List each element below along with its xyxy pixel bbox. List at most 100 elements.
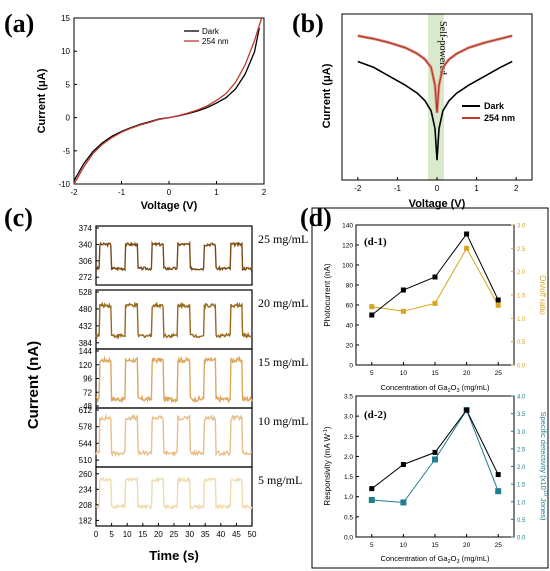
panel-a-xtick-label: -2	[70, 188, 78, 197]
panel-d1-right-ticks: 0.0 0.5 1.0 1.5 2.0 2.5 3.0	[511, 224, 526, 370]
panel-d1-ytick-right-label: 1.5	[517, 294, 526, 300]
panel-d2-ytick-right-label: 2.0	[517, 465, 526, 471]
panel-d2-ytick-left-label: 0.5	[344, 514, 353, 521]
panel-d1-ytick-right-label: 2.0	[517, 270, 526, 276]
panel-d1-ytick-right-label: 2.5	[517, 247, 526, 253]
panel-d2-right-point	[400, 499, 407, 506]
panel-d2-ytick-right-label: 4.0	[517, 395, 526, 401]
panel-d2-left-point	[400, 461, 406, 467]
panel-c-series-line	[95, 301, 253, 340]
panel-d2-left-ticks: 0.0 0.5 1.0 1.5 2.0 2.5 3.0 3.5	[344, 394, 359, 542]
panel-c-strip-label: 15 mg/mL	[258, 355, 308, 369]
panel-c-xtick-label: 25	[170, 530, 179, 539]
panel-d1-xlabel-sub2: 3	[456, 388, 459, 394]
panel-a-legend-254: 254 nm	[202, 37, 229, 46]
panel-c-strips: 272 306 340 374 25 mg/mL 384 432 480 528 20 mg/mL…	[79, 224, 308, 527]
panel-b-xtick-label: 2	[514, 184, 519, 193]
panel-d2-label: (d-2)	[364, 409, 387, 421]
panel-d1-right-point	[464, 245, 470, 251]
panel-d2-ytick-left-label: 0.0	[344, 535, 353, 542]
panel-a-ytick-label: -10	[58, 180, 70, 189]
panel-d1-xtick-label: 20	[463, 370, 471, 377]
panel-c-ylabel: Current (nA)	[25, 341, 42, 429]
panel-a-xlabel: Voltage (V)	[141, 200, 198, 212]
panel-a-xtick-label: 1	[214, 188, 219, 197]
panel-d2-ytick-right-label: 1.0	[517, 500, 526, 506]
panel-c-strip-label: 20 mg/mL	[258, 296, 308, 310]
panel-c-strip-frame	[95, 466, 253, 527]
panel-d1-ytick-left-label: 120	[342, 243, 353, 250]
panel-d1-xtick-label: 10	[400, 370, 408, 377]
panel-a-xtick-label: 0	[167, 188, 172, 197]
panel-d1-ytick-right-label: 3.0	[517, 224, 526, 230]
panel-b-xtick-label: -1	[394, 184, 402, 193]
panel-c-ytick-label: 234	[79, 485, 93, 494]
panel-c-ytick-label: 374	[79, 224, 93, 233]
panel-d1-right-point	[432, 300, 438, 306]
panel-c-x-ticks: 0 5 10 15 20 25 30 35 40 45 50	[94, 523, 257, 539]
panel-d-label: (d)	[300, 203, 332, 232]
panel-a-x-ticks: -2 -1 0 1 2	[70, 181, 267, 197]
panel-c-ytick-label: 144	[79, 347, 93, 356]
panel-d2-ytick-left-label: 3.5	[344, 394, 353, 401]
panel-c-xtick-label: 0	[94, 530, 99, 539]
panel-d2-right-ticks: 0.0 0.5 1.0 1.5 2.0 2.5 3.0 3.5 4.0	[511, 395, 526, 542]
panel-d1-ytick-left-label: 140	[342, 223, 353, 230]
panel-c-xtick-label: 10	[123, 530, 132, 539]
panel-c-ytick-label: 544	[79, 439, 93, 448]
panel-d2-x-ticks: 5 10 15 20 25	[370, 534, 502, 549]
panel-d-border	[311, 207, 549, 569]
panel-d1-xlabel-a: Concentration of Ga	[380, 383, 448, 392]
panel-d1-ytick-left-label: 100	[342, 263, 353, 270]
panel-d2-ytick-right-label: 3.0	[517, 430, 526, 436]
panel-c-ytick-label: 432	[79, 322, 93, 331]
panel-d1-left-point	[495, 297, 501, 303]
panel-c-strip-frame	[95, 289, 253, 350]
panel-d2-ylabel-right-sup: 10	[542, 490, 548, 496]
panel-c-strip-frame	[95, 407, 253, 468]
panel-c-ytick-label: 384	[79, 339, 93, 348]
panel-d2-ytick-right-label: 0.5	[517, 518, 526, 524]
panel-d2-ytick-left-label: 3.0	[344, 414, 353, 421]
panel-a-ytick-label: 5	[66, 80, 71, 89]
panel-c-ytick-label: 480	[79, 305, 93, 314]
panel-c-ytick-label: 510	[79, 456, 93, 465]
panel-c-xtick-label: 40	[216, 530, 225, 539]
panel-b-xtick-label: -2	[354, 184, 362, 193]
panel-c-ytick-label: 96	[83, 375, 92, 384]
panel-d1-marks	[369, 231, 501, 318]
panel-b-xtick-label: 0	[435, 184, 440, 193]
panel-d2-left-point	[464, 407, 470, 413]
panel-c-ytick-label: 260	[79, 470, 93, 479]
panel-d2-ylabel-left: Responsivity (mA W-1)	[323, 426, 332, 505]
panel-d2-xtick-label: 20	[463, 542, 471, 549]
panel-d1-ytick-left-label: 80	[346, 283, 354, 290]
panel-b-series-254nm	[357, 35, 513, 113]
panel-d2-xlabel-sub1: 2	[448, 559, 451, 565]
panel-c-strip-label: 10 mg/mL	[258, 414, 308, 428]
panel-a-xtick-label: 2	[262, 188, 267, 197]
panel-a-ytick-label: 15	[61, 14, 70, 23]
panel-d1: (d-1) 0 20 40 60 80 100 120 140 0.0 0.5 1.0 1.5 2.0…	[323, 223, 547, 395]
panel-c-ytick-label: 182	[79, 516, 93, 525]
panel-d2-ylabel-right: Specific detectivity (x1010 Jones)	[539, 411, 548, 521]
panel-d1-xlabel-c: (mg/mL)	[460, 383, 491, 392]
panel-d1-xtick-label: 15	[431, 370, 439, 377]
panel-b: (b) -2 -1 0 1 2 Voltage (V) Current (μA) Sel…	[292, 9, 533, 210]
panel-d1-xtick-label: 25	[495, 370, 503, 377]
panel-d1-ylabel-left: Photocurrent (nA)	[323, 263, 332, 326]
panel-c-xtick-label: 45	[232, 530, 241, 539]
panel-d2-xlabel-sub2: 3	[456, 559, 459, 565]
panel-d1-ytick-left-label: 40	[346, 323, 354, 330]
panel-d2-xlabel-b: O	[451, 554, 457, 563]
panel-c-strip-frame	[95, 225, 253, 286]
panel-d2-right-point	[368, 496, 375, 503]
panel-c-ytick-label: 340	[79, 240, 93, 249]
panel-d1-ytick-right-label: 0.0	[517, 364, 526, 370]
panel-d2-xtick-label: 25	[495, 542, 503, 549]
panel-d1-right-point	[495, 302, 501, 308]
panel-d1-ytick-right-label: 1.0	[517, 317, 526, 323]
